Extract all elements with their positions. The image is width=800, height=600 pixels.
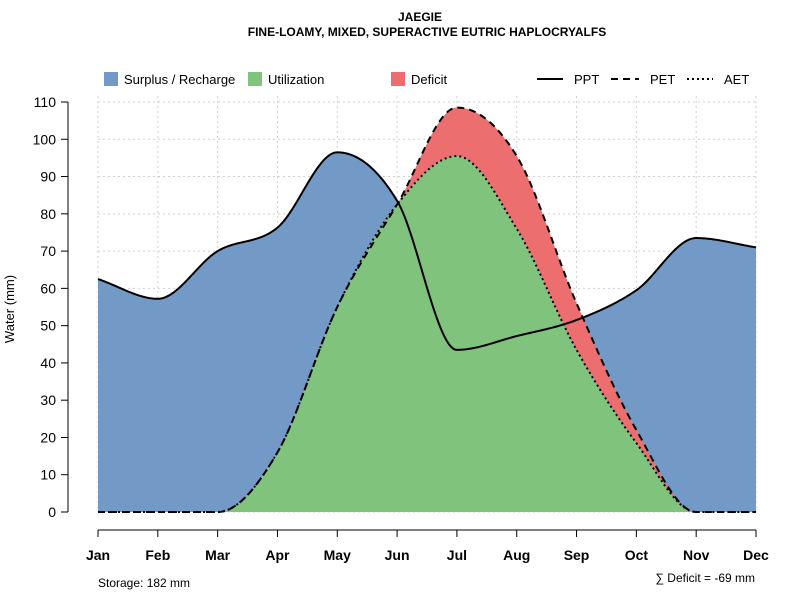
- y-axis-label: Water (mm): [2, 275, 17, 343]
- y-tick-label: 40: [40, 355, 56, 371]
- series-lines: [97, 106, 757, 513]
- x-tick-label-jun: Jun: [385, 547, 410, 563]
- legend-label-aet: AET: [724, 72, 749, 87]
- filled-areas: [98, 107, 756, 513]
- legend-label-surplus: Surplus / Recharge: [124, 72, 235, 87]
- storage-note: Storage: 182 mm: [98, 576, 190, 590]
- x-tick-label-apr: Apr: [265, 547, 290, 563]
- legend-swatch-surplus: [104, 72, 118, 86]
- chart-subtitle: FINE-LOAMY, MIXED, SUPERACTIVE EUTRIC HA…: [248, 25, 606, 39]
- y-tick-label: 50: [40, 318, 56, 334]
- legend-swatch-utilization: [248, 72, 262, 86]
- y-tick-label: 110: [34, 94, 57, 110]
- deficit-note: ∑ Deficit = -69 mm: [655, 571, 755, 585]
- x-tick-label-jul: Jul: [447, 547, 467, 563]
- y-tick-label: 80: [40, 206, 56, 222]
- y-tick-label: 0: [48, 504, 56, 520]
- legend: Surplus / Recharge Utilization Deficit P…: [104, 72, 749, 87]
- series-line-ppt: [97, 151, 757, 351]
- x-tick-label-dec: Dec: [743, 547, 769, 563]
- legend-swatch-deficit: [391, 72, 405, 86]
- y-tick-label: 90: [40, 169, 56, 185]
- y-tick-label: 10: [40, 467, 56, 483]
- series-line-pet: [98, 106, 756, 513]
- y-tick-label: 20: [40, 429, 56, 445]
- legend-label-ppt: PPT: [574, 72, 599, 87]
- x-tick-label-nov: Nov: [683, 547, 710, 563]
- x-tick-label-may: May: [324, 547, 351, 563]
- x-tick-label-jan: Jan: [86, 547, 110, 563]
- x-tick-label-mar: Mar: [205, 547, 230, 563]
- y-tick-label: 70: [40, 243, 56, 259]
- axes: 0 10 20 30 40 50 60 70 80 90 100 110 Jan Feb Mar Apr May…: [33, 94, 769, 563]
- y-tick-label: 30: [40, 392, 56, 408]
- x-tick-label-aug: Aug: [503, 547, 530, 563]
- legend-label-deficit: Deficit: [411, 72, 448, 87]
- y-tick-label: 100: [33, 131, 57, 147]
- legend-label-utilization: Utilization: [268, 72, 324, 87]
- x-tick-label-feb: Feb: [145, 547, 170, 563]
- chart-title: JAEGIE: [398, 10, 442, 24]
- x-tick-label-oct: Oct: [625, 547, 649, 563]
- area-utilization: [98, 156, 756, 513]
- x-tick-label-sep: Sep: [564, 547, 590, 563]
- y-tick-label: 60: [40, 280, 56, 296]
- legend-label-pet: PET: [650, 72, 675, 87]
